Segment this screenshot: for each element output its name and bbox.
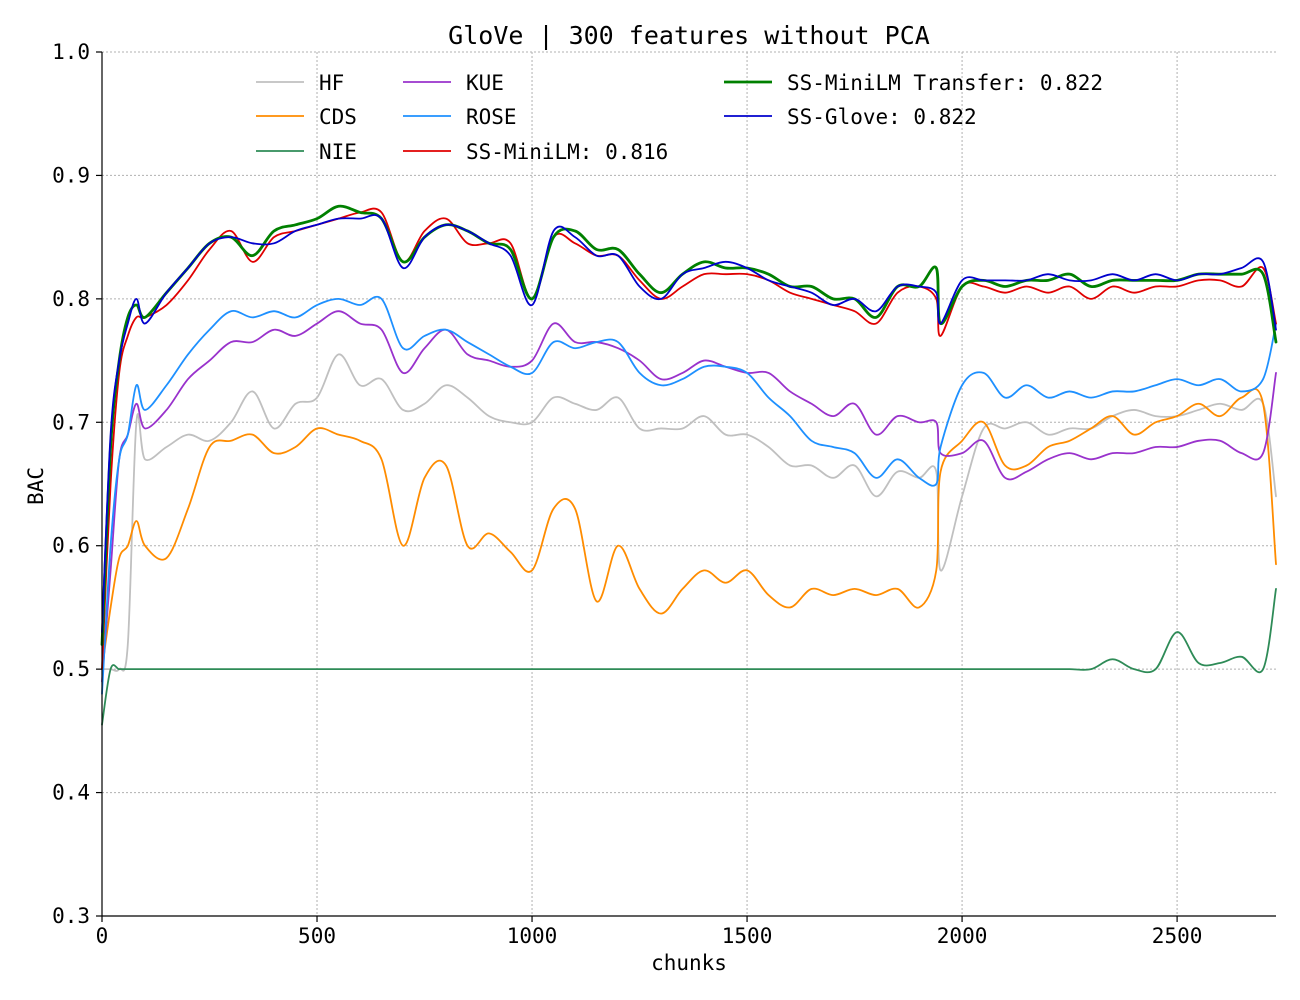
x-tick-label: 2000 [937,924,988,948]
y-tick-label: 0.8 [52,287,90,311]
legend-label: SS-MiniLM Transfer: 0.822 [787,71,1103,95]
grid [102,51,1276,916]
y-tick-label: 0.6 [52,534,90,558]
axes [96,51,1276,922]
legend-label: CDS [319,105,357,129]
legend: HF CDS NIE KUE ROSE SS-MiniLM: 0.816 SS-MiniLM… [256,71,1103,164]
series-line-nie [101,588,1277,726]
y-axis-label: BAC [24,467,48,505]
x-tick-label: 0 [96,924,109,948]
chart-title: GloVe | 300 features without PCA [448,21,930,50]
series-line-hf [101,353,1277,672]
y-tick-label: 0.4 [52,781,90,805]
series-line-kue [101,310,1277,683]
legend-label: SS-Glove: 0.822 [787,105,977,129]
x-tick-label: 1500 [722,924,773,948]
x-axis-label: chunks [651,951,727,975]
series-line-cds [101,388,1277,671]
y-tick-label: 0.5 [52,657,90,681]
y-tick-label: 0.7 [52,410,90,434]
legend-label: KUE [466,71,504,95]
y-tick-label: 1.0 [52,40,90,64]
legend-label: NIE [319,140,357,164]
series-line-rose [101,295,1277,695]
series-lines [100,204,1278,726]
legend-label: SS-MiniLM: 0.816 [466,140,668,164]
x-tick-label: 500 [298,924,336,948]
tick-labels: 0.3 0.4 0.5 0.6 0.7 0.8 0.9 1.0 0 500 1000 1500 2000… [52,40,1202,948]
y-tick-label: 0.3 [52,904,90,928]
legend-label: ROSE [466,105,517,129]
series-line-ss-glove-0-822 [101,214,1277,634]
legend-label: HF [319,71,344,95]
y-tick-label: 0.9 [52,163,90,187]
x-tick-label: 2500 [1152,924,1203,948]
x-tick-label: 1000 [507,924,558,948]
